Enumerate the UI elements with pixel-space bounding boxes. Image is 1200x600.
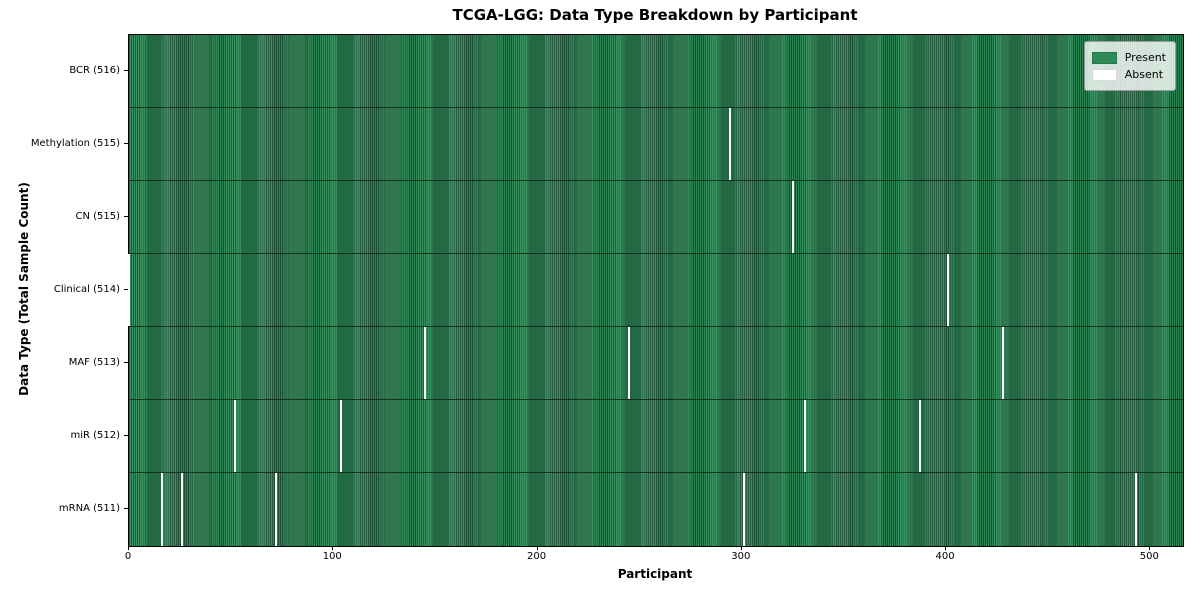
absent-gap-mir-104 bbox=[340, 400, 343, 472]
absent-gap-maf-145 bbox=[424, 327, 427, 399]
absent-gap-clinical-401 bbox=[947, 254, 950, 326]
legend-item-absent: Absent bbox=[1091, 67, 1166, 82]
y-tick-label-bcr: BCR (516) bbox=[69, 64, 120, 76]
absent-gap-mir-387 bbox=[918, 400, 921, 472]
x-axis-label: Participant bbox=[617, 567, 693, 581]
x-tick-label-100: 100 bbox=[322, 551, 342, 562]
absent-gap-mrna-72 bbox=[275, 473, 278, 546]
heatmap-row-maf bbox=[129, 327, 1183, 400]
legend-swatch-absent bbox=[1091, 68, 1117, 81]
x-tick-label-500: 500 bbox=[1139, 551, 1159, 562]
legend-label-absent: Absent bbox=[1124, 67, 1164, 81]
x-tick-mark-300 bbox=[740, 546, 742, 550]
absent-gap-maf-428 bbox=[1002, 327, 1005, 399]
x-tick-mark-400 bbox=[945, 546, 947, 550]
y-tick-mark-bcr bbox=[124, 70, 128, 71]
heatmap-row-cn bbox=[129, 181, 1183, 254]
heatmap-row-mrna bbox=[129, 473, 1183, 546]
y-tick-label-mir: miR (512) bbox=[70, 429, 120, 441]
x-tick-label-400: 400 bbox=[935, 551, 955, 562]
chart-title: TCGA-LGG: Data Type Breakdown by Partici… bbox=[452, 6, 858, 24]
y-tick-label-cn: CN (515) bbox=[75, 210, 120, 222]
x-tick-label-0: 0 bbox=[124, 551, 132, 562]
y-tick-label-methylation: Methylation (515) bbox=[30, 137, 120, 149]
heatmap-row-clinical bbox=[128, 254, 1183, 327]
x-tick-mark-100 bbox=[332, 546, 334, 550]
y-tick-label-clinical: Clinical (514) bbox=[53, 283, 120, 295]
absent-gap-cn-325 bbox=[791, 181, 794, 253]
absent-gap-mrna-16 bbox=[160, 473, 163, 546]
legend-swatch-present bbox=[1091, 51, 1117, 64]
heatmap-row-mir bbox=[129, 400, 1183, 473]
legend: Present Absent bbox=[1083, 41, 1176, 91]
y-tick-mark-cn bbox=[124, 216, 128, 217]
absent-gap-clinical-0 bbox=[128, 254, 130, 326]
heatmap-row-bcr bbox=[129, 35, 1183, 108]
absent-gap-methylation-294 bbox=[728, 108, 731, 180]
x-tick-mark-0 bbox=[128, 546, 129, 550]
absent-gap-mrna-301 bbox=[742, 473, 745, 546]
legend-item-present: Present bbox=[1091, 50, 1166, 65]
y-tick-mark-mrna bbox=[124, 508, 128, 509]
x-tick-mark-200 bbox=[536, 546, 538, 550]
heatmap-row-methylation bbox=[129, 108, 1183, 181]
plot-area: Present Absent bbox=[128, 34, 1184, 547]
absent-gap-maf-245 bbox=[628, 327, 631, 399]
y-tick-label-maf: MAF (513) bbox=[68, 356, 120, 368]
x-tick-mark-500 bbox=[1149, 546, 1151, 550]
absent-gap-mrna-26 bbox=[181, 473, 184, 546]
y-tick-mark-mir bbox=[124, 435, 128, 436]
absent-gap-mir-52 bbox=[234, 400, 237, 472]
y-tick-mark-clinical bbox=[124, 289, 128, 290]
y-tick-label-mrna: mRNA (511) bbox=[58, 502, 120, 514]
x-tick-label-300: 300 bbox=[731, 551, 751, 562]
y-tick-mark-maf bbox=[124, 362, 128, 363]
absent-gap-mrna-493 bbox=[1135, 473, 1138, 546]
legend-label-present: Present bbox=[1124, 50, 1166, 64]
x-tick-label-200: 200 bbox=[526, 551, 547, 562]
absent-gap-mir-331 bbox=[804, 400, 807, 472]
y-tick-mark-methylation bbox=[124, 143, 128, 144]
